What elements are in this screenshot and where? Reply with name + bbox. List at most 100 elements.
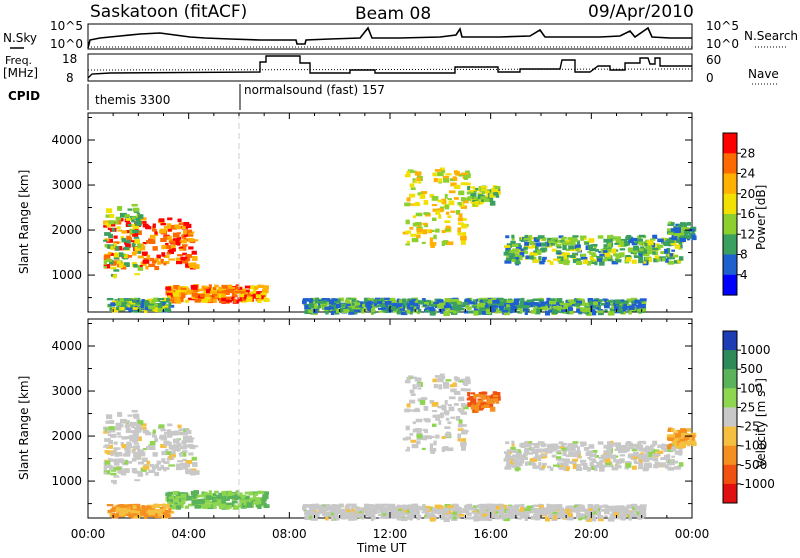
velocity-cell (619, 458, 625, 464)
velocity-cell (135, 423, 141, 429)
velocity-cell (184, 505, 190, 509)
colorbar-tick-label: 100 (740, 381, 763, 395)
velocity-cell (654, 449, 660, 452)
velocity-cell (566, 466, 570, 472)
power-cell (227, 284, 233, 290)
power-cell (180, 287, 187, 290)
power-cell (223, 289, 229, 294)
power-cell (638, 234, 646, 238)
power-cell (116, 221, 122, 225)
velocity-cell (452, 511, 457, 516)
power-cell (188, 231, 193, 235)
colorbar-swatch (723, 173, 737, 195)
velocity-cell (487, 505, 494, 510)
power-cell (432, 172, 437, 177)
power-cell (675, 239, 682, 243)
velocity-cell (454, 507, 462, 511)
velocity-cell (652, 457, 656, 461)
power-cell (607, 242, 612, 247)
velocity-cell (125, 436, 130, 440)
power-cell (459, 203, 465, 207)
velocity-cell (263, 504, 270, 508)
power-cell (458, 213, 463, 218)
power-cell (384, 300, 392, 305)
velocity-cell (439, 508, 444, 513)
power-cell (238, 293, 245, 297)
power-cell (370, 308, 376, 313)
y-tick-label: 1000 (51, 474, 82, 488)
velocity-cell (237, 493, 243, 496)
velocity-cell (640, 455, 647, 460)
velocity-cell (436, 505, 444, 509)
power-cell (563, 306, 567, 310)
velocity-cell (315, 503, 320, 508)
power-cell (590, 248, 596, 251)
velocity-cell (518, 462, 523, 466)
velocity-cell (131, 457, 137, 462)
power-cell (525, 255, 530, 260)
power-cell (460, 197, 465, 202)
velocity-cell (116, 427, 122, 431)
power-cell (633, 245, 639, 251)
power-cell (336, 309, 341, 313)
power-cell (141, 299, 145, 304)
power-cell (531, 256, 537, 260)
velocity-cell (423, 508, 429, 512)
power-cell (244, 285, 251, 289)
velocity-cell (457, 423, 464, 428)
velocity-cell (596, 508, 600, 512)
power-cell (339, 307, 344, 312)
velocity-cell (611, 466, 619, 471)
power-cell (404, 202, 411, 207)
power-cell (129, 228, 135, 234)
power-cell (231, 296, 235, 301)
power-cell (178, 289, 183, 292)
velocity-cell (558, 467, 564, 470)
velocity-cell (198, 494, 205, 498)
velocity-cell (605, 508, 611, 511)
velocity-cell (628, 516, 632, 521)
power-cell (423, 304, 427, 307)
velocity-cell (678, 462, 684, 467)
velocity-cell (168, 455, 173, 460)
power-cell (110, 245, 114, 251)
power-cell (615, 259, 622, 263)
power-cell (627, 303, 631, 308)
power-cell (232, 291, 236, 297)
velocity-cell (309, 504, 313, 509)
velocity-cell (662, 443, 670, 447)
power-cell (351, 298, 356, 303)
velocity-cell (146, 460, 151, 465)
velocity-cell (437, 377, 444, 383)
power-cell (221, 284, 228, 290)
velocity-cell (180, 493, 187, 496)
power-cell (655, 246, 661, 250)
velocity-cell (382, 514, 388, 518)
velocity-cell (484, 511, 489, 514)
velocity-cell (126, 445, 131, 450)
power-cell (614, 306, 619, 311)
nave-tick-bottom: 0 (706, 71, 714, 85)
velocity-cell (515, 460, 520, 466)
velocity-cell (380, 503, 385, 508)
velocity-cell (411, 376, 417, 380)
velocity-cell (175, 445, 180, 450)
power-cell (671, 254, 679, 258)
power-cell (462, 198, 469, 204)
velocity-cell (631, 508, 637, 513)
velocity-cell (495, 511, 499, 514)
velocity-cell (165, 441, 172, 446)
power-cell (317, 305, 321, 309)
velocity-cell (127, 430, 132, 433)
velocity-cell (351, 511, 356, 517)
power-cell (410, 305, 415, 308)
velocity-cell (180, 464, 186, 467)
power-cell (160, 238, 167, 242)
velocity-cell (609, 513, 615, 518)
power-cell (410, 298, 417, 302)
velocity-cell (592, 516, 597, 522)
power-cell (597, 299, 603, 302)
power-cell (139, 243, 144, 247)
power-cell (574, 303, 581, 307)
velocity-cell (491, 503, 497, 507)
